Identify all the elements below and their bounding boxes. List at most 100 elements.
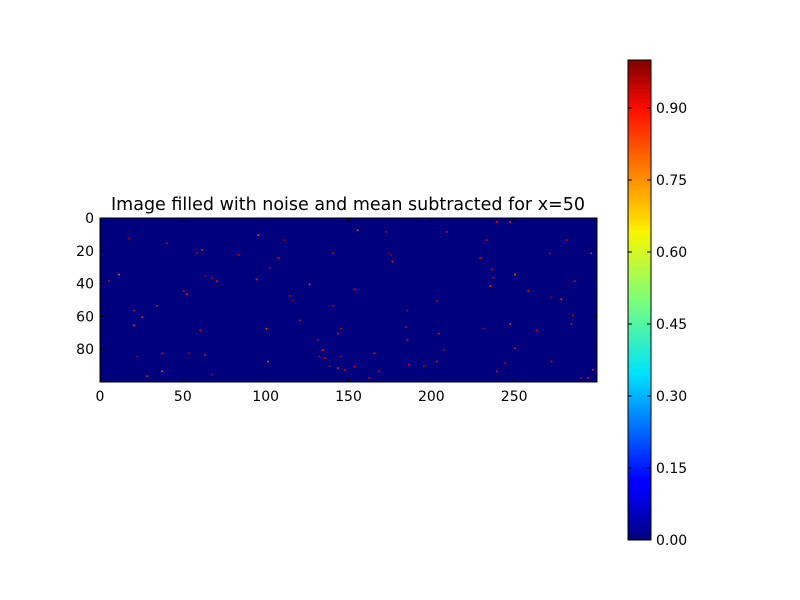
heatmap-pixel [368, 377, 371, 379]
colorbar-tick-label: 0.90 [656, 101, 687, 117]
heatmap-pixel [331, 304, 334, 307]
heatmap-pixel [265, 327, 268, 330]
plot-area: 0 50 100 150 200 250 0 20 40 60 80 [76, 211, 598, 405]
heatmap-pixel [204, 354, 207, 356]
colorbar: 0.00 0.15 0.30 0.45 0.60 0.75 0.90 [627, 59, 687, 549]
heatmap-pixel [446, 231, 448, 233]
heatmap-pixel [340, 355, 342, 358]
heatmap-pixel [108, 280, 110, 282]
heatmap-pixel [146, 375, 149, 378]
heatmap-pixel [495, 221, 498, 223]
heatmap-pixel [201, 249, 203, 251]
heatmap-pixel [204, 275, 207, 278]
heatmap-pixel [527, 290, 530, 292]
chart-title: Image filled with noise and mean subtrac… [111, 195, 585, 215]
heatmap-pixel [257, 234, 260, 237]
heatmap-pixel [590, 252, 593, 255]
heatmap-pixel [509, 221, 511, 223]
heatmap-pixel [535, 329, 538, 332]
heatmap-pixel [277, 257, 279, 259]
heatmap-pixel [156, 304, 158, 307]
x-tick-label: 250 [501, 389, 528, 405]
heatmap-pixel [353, 288, 356, 291]
heatmap-pixel [318, 355, 321, 358]
heatmap-pixel [514, 273, 516, 276]
heatmap-pixels [108, 221, 594, 379]
heatmap-pixel [161, 352, 163, 355]
heatmap-pixel [408, 363, 410, 366]
heatmap-pixel [406, 339, 409, 341]
heatmap-pixel [404, 326, 407, 328]
heatmap-pixel [308, 283, 311, 286]
colorbar-tick-label: 0.60 [656, 245, 687, 261]
heatmap-pixel [573, 280, 576, 282]
heatmap-pixel [384, 231, 387, 233]
heatmap-pixel [298, 319, 301, 322]
heatmap-pixel [592, 368, 594, 371]
heatmap-pixel [182, 290, 185, 292]
heatmap-pixel [550, 360, 553, 363]
x-tick-label: 0 [96, 389, 105, 405]
heatmap-pixel [388, 252, 390, 255]
heatmap-pixel [336, 332, 339, 335]
heatmap-pixel [580, 377, 583, 379]
heatmap-pixel [495, 370, 498, 373]
heatmap-pixel [292, 300, 294, 302]
heatmap-pixel [237, 254, 240, 256]
heatmap-pixel [489, 285, 491, 287]
heatmap-pixel [133, 309, 135, 312]
heatmap-pixel [118, 273, 120, 276]
heatmap-pixel [437, 332, 440, 335]
heatmap-pixel [560, 298, 563, 300]
heatmap-pixel [317, 339, 319, 341]
y-tick-label: 0 [85, 211, 94, 227]
heatmap-pixel [356, 229, 359, 232]
colorbar-ticks: 0.00 0.15 0.30 0.45 0.60 0.75 0.90 [628, 101, 687, 549]
y-tick-label: 60 [76, 309, 94, 325]
heatmap-pixel [492, 277, 495, 279]
heatmap-pixel [406, 309, 409, 312]
heatmap-pixel [423, 365, 425, 368]
x-tick-label: 100 [252, 389, 279, 405]
heatmap-pixel [196, 252, 198, 255]
heatmap-pixel [436, 360, 438, 363]
heatmap-pixel [340, 327, 342, 330]
heatmap-pixel [166, 242, 168, 245]
heatmap-pixel [514, 347, 516, 350]
heatmap-pixel [211, 373, 213, 376]
heatmap-pixel [283, 239, 286, 241]
heatmap-pixel [378, 370, 380, 373]
heatmap-pixel [490, 268, 493, 271]
y-tick-label: 80 [76, 342, 94, 358]
heatmap-pixel [587, 377, 589, 379]
heatmap-pixel [199, 329, 202, 332]
heatmap-pixel [343, 368, 346, 371]
heatmap-pixel [436, 300, 438, 302]
heatmap-pixel [565, 239, 568, 241]
heatmap-pixel [336, 367, 339, 369]
y-axis: 0 20 40 60 80 [76, 211, 597, 358]
heatmap-pixel [442, 349, 445, 351]
heatmap-pixel [353, 365, 356, 368]
heatmap-pixel [570, 322, 573, 325]
heatmap-pixel [482, 327, 485, 330]
colorbar-tick-label: 0.15 [656, 461, 687, 477]
heatmap-pixel [328, 365, 331, 368]
x-tick-label: 50 [174, 389, 192, 405]
colorbar-tick-label: 0.00 [656, 533, 687, 549]
x-tick-label: 150 [335, 389, 362, 405]
heatmap-pixel [391, 260, 394, 263]
heatmap-pixel [141, 316, 144, 319]
x-axis: 0 50 100 150 200 250 [96, 218, 528, 405]
heatmap-pixel [486, 239, 488, 241]
heatmap-pixel [389, 254, 392, 256]
heatmap-pixel [136, 355, 139, 358]
heatmap-pixel [321, 349, 324, 351]
x-tick-label: 200 [418, 389, 445, 405]
colorbar-tick-label: 0.75 [656, 173, 687, 189]
colorbar-gradient [627, 59, 652, 541]
heatmap-pixel [373, 352, 376, 355]
heatmap-pixel [572, 314, 574, 317]
heatmap-pixel [133, 324, 135, 327]
